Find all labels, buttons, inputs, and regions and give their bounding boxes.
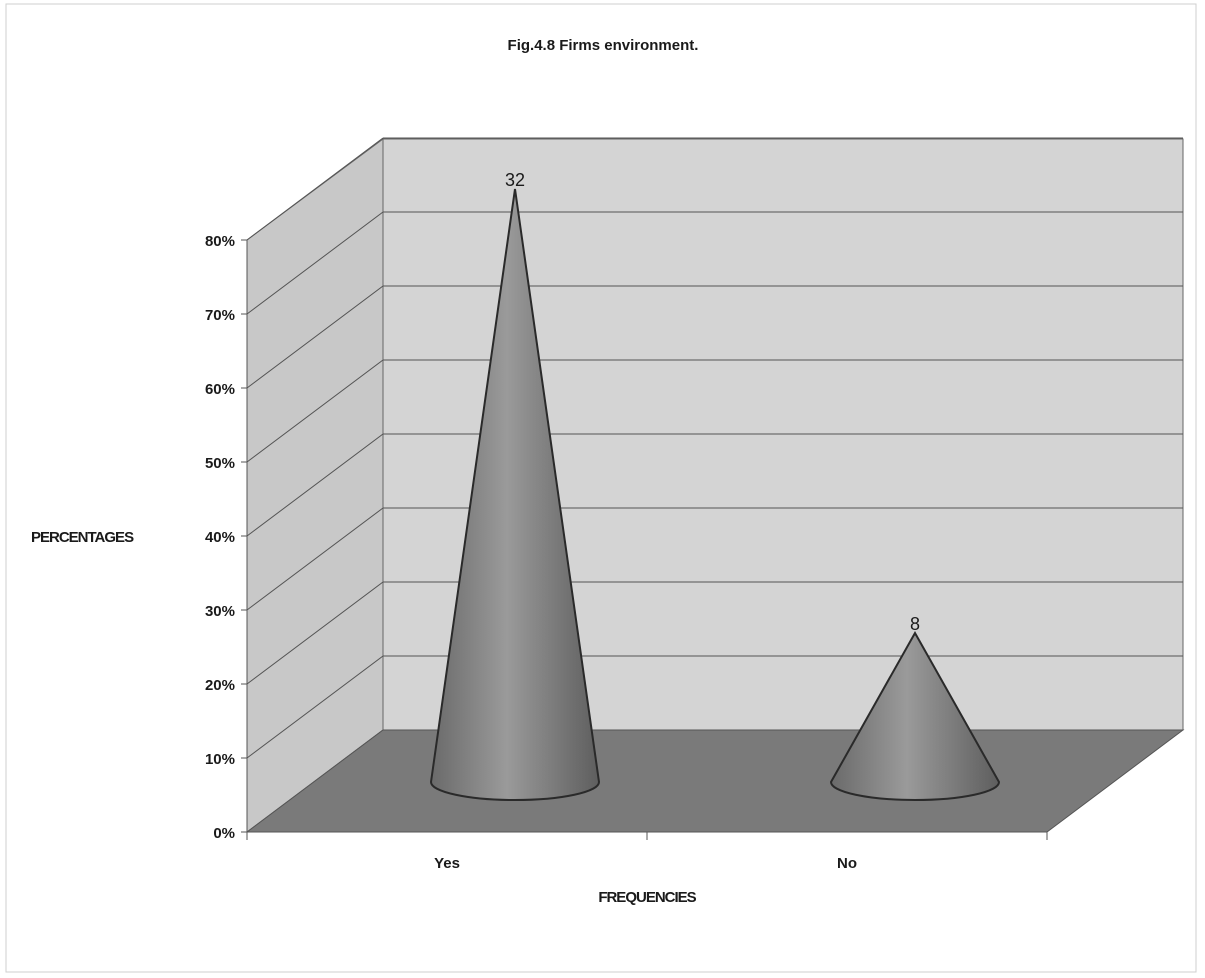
x-axis-title: FREQUENCIES [598, 889, 696, 906]
chart-walls [245, 138, 1185, 833]
x-tick-label: No [837, 855, 857, 872]
y-tick-label: 80% [205, 233, 235, 250]
cone-yes [429, 188, 601, 801]
x-axis-labels: Yes No [434, 855, 857, 872]
gridline-side [246, 581, 384, 685]
data-label: 8 [910, 614, 920, 634]
y-tick-label: 40% [205, 529, 235, 546]
y-tick-label: 30% [205, 603, 235, 620]
gridline-side [246, 507, 384, 611]
gridline-side [246, 359, 384, 463]
data-label: 32 [505, 170, 525, 190]
y-tick-label: 0% [213, 825, 235, 842]
cones: 32 8 [429, 170, 1001, 801]
gridline-side [246, 137, 384, 241]
floor [245, 729, 1185, 833]
y-axis-title: PERCENTAGES [31, 529, 134, 546]
gridline-side [246, 433, 384, 537]
y-axis-ticks: 0% 10% 20% 30% 40% 50% 60% 70% 80% [205, 233, 247, 842]
gridline-side [246, 211, 384, 315]
gridline-side [246, 655, 384, 759]
chart-title: Fig.4.8 Firms environment. [508, 37, 699, 54]
y-tick-label: 70% [205, 307, 235, 324]
y-tick-label: 60% [205, 381, 235, 398]
y-tick-label: 10% [205, 751, 235, 768]
gridline-side [246, 285, 384, 389]
cone-no [829, 630, 1001, 801]
y-tick-label: 20% [205, 677, 235, 694]
y-tick-label: 50% [205, 455, 235, 472]
x-tick-label: Yes [434, 855, 460, 872]
